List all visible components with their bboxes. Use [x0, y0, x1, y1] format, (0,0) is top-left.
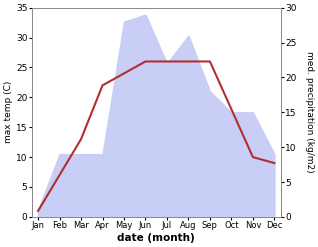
Y-axis label: med. precipitation (kg/m2): med. precipitation (kg/m2) — [305, 51, 314, 173]
Y-axis label: max temp (C): max temp (C) — [4, 81, 13, 144]
X-axis label: date (month): date (month) — [117, 233, 195, 243]
